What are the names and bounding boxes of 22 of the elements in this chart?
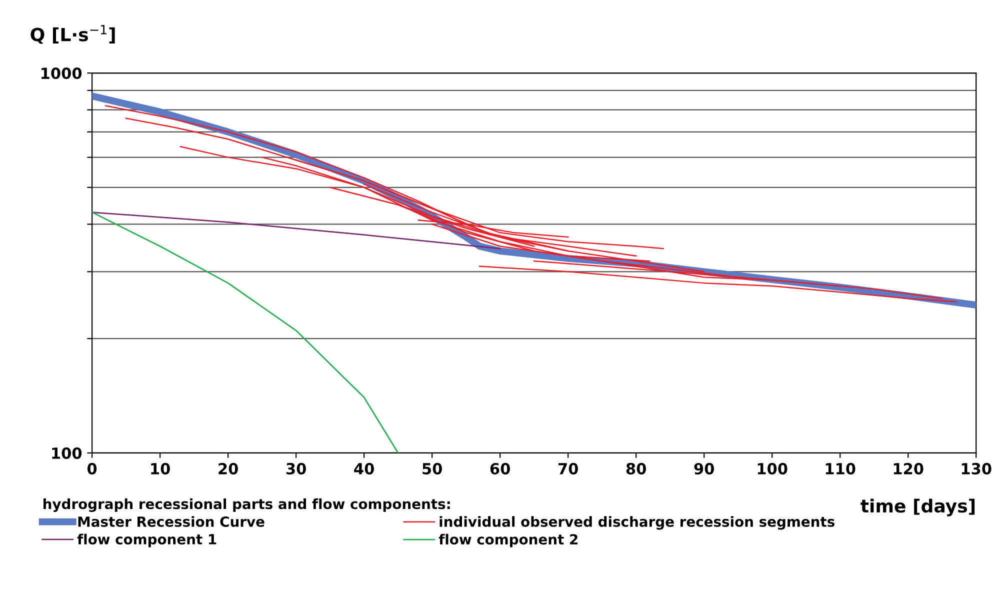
x-tick-label: 30 [286,462,306,474]
legend-label: flow component 2 [438,534,578,548]
x-tick-label: 70 [558,462,578,474]
x-tick-label: 110 [826,462,856,474]
x-tick-label: 50 [422,462,442,474]
x-tick-label: 10 [151,462,170,474]
legend-label: individual observed discharge recession segments [440,516,834,530]
y-axis-title: Q [L·s$^{−1}$] [30,24,115,44]
legend-label: Master Recession Curve [78,516,264,527]
x-tick-label: 20 [218,462,238,474]
x-tick-label: 80 [626,462,646,474]
y-tick-label: 1000 [42,68,82,80]
x-tick-label: 90 [694,462,714,474]
legend-label: flow component 1 [77,534,216,548]
x-tick-label: 120 [894,462,924,474]
x-tick-label: 60 [490,462,510,474]
legend-title: hydrograph recessional parts and flow components: [43,498,450,512]
x-tick-label: 130 [962,462,992,474]
x-tick-label: 0 [87,462,97,474]
x-axis-title: time [days] [860,498,975,516]
x-tick-label: 100 [758,462,788,474]
x-tick-label: 40 [354,462,374,474]
